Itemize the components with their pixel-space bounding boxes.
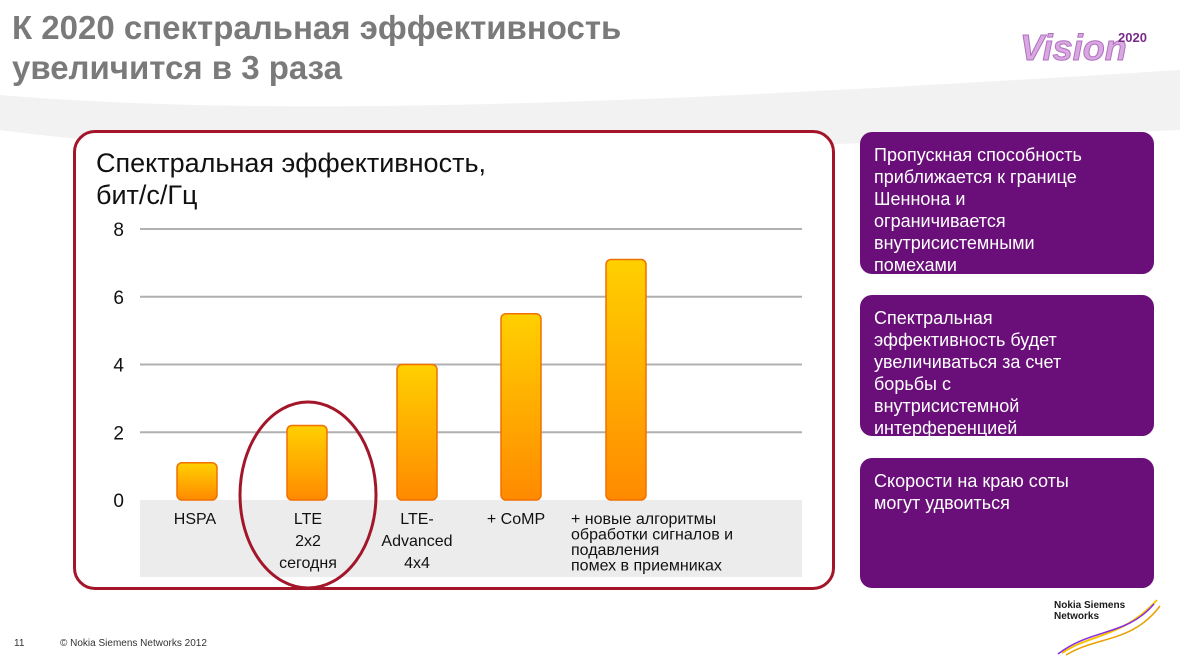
x-category-label: Advanced: [381, 533, 452, 550]
bar: [176, 461, 218, 501]
y-tick-label: 2: [113, 423, 124, 444]
copyright: © Nokia Siemens Networks 2012: [60, 638, 207, 649]
info-box-line: внутрисистемной: [874, 396, 1020, 416]
y-tick-label: 4: [113, 356, 124, 377]
nsn-line2: Networks: [1054, 611, 1100, 622]
slide-title: К 2020 спектральная эффективность увелич…: [12, 8, 812, 88]
x-category-label: подавления: [571, 542, 659, 559]
y-tick-label: 6: [113, 288, 124, 309]
info-box-line: помехами: [874, 255, 957, 274]
x-category-label: LTE: [294, 511, 322, 528]
x-category-label: 2x2: [295, 533, 321, 550]
bar: [396, 363, 438, 501]
info-box-line: ограничивается: [874, 211, 1006, 231]
info-box-line: Скорости на краю соты: [874, 471, 1069, 491]
bar: [605, 258, 647, 501]
x-category-label: LTE-: [400, 511, 433, 528]
x-category-label: + CoMP: [487, 511, 545, 528]
x-category-label: + новые алгоритмы: [571, 511, 716, 528]
info-box-spectral: Спектральная эффективность будет увеличива…: [860, 295, 1154, 436]
info-box-line: увеличиваться за счет: [874, 352, 1062, 372]
y-tick-label: 8: [113, 220, 124, 241]
chart-title: Спектральная эффективность, бит/с/Гц: [96, 148, 487, 210]
slide-title-line1: К 2020 спектральная эффективность: [12, 9, 622, 46]
nsn-logo-text: Nokia Siemens Networks: [1054, 600, 1125, 622]
info-box-capacity: Пропускная способность приближается к гра…: [860, 132, 1154, 274]
bar: [500, 312, 542, 501]
info-box-cell-edge: Скорости на краю соты могут удвоиться: [860, 458, 1154, 588]
info-box-line: Пропускная способность: [874, 145, 1082, 165]
info-box-line: внутрисистемными: [874, 233, 1035, 253]
info-box-line: могут удвоиться: [874, 493, 1010, 513]
info-box-line: Спектральная: [874, 308, 993, 328]
page-number: 11: [14, 638, 25, 649]
info-box-line: эффективность будет: [874, 330, 1057, 350]
vision-2020-logo: Vision 2020: [1020, 27, 1147, 69]
slide-title-line2: увеличится в 3 раза: [12, 49, 342, 86]
x-category-label: HSPA: [174, 511, 217, 528]
nsn-logo-swoosh: [1057, 599, 1161, 656]
vision-logo-year: 2020: [1118, 30, 1147, 45]
x-category-label: обработки сигналов и: [571, 527, 733, 544]
x-category-label: помех в приемниках: [571, 558, 722, 575]
x-category-label: сегодня: [279, 555, 337, 572]
info-box-line: Шеннона и: [874, 189, 966, 209]
bar: [286, 424, 328, 501]
highlight-circle: [238, 400, 378, 590]
info-box-line: приближается к границе: [874, 167, 1077, 187]
y-tick-label: 0: [113, 491, 124, 512]
info-box-line: интерференцией: [874, 418, 1018, 436]
nsn-line1: Nokia Siemens: [1054, 600, 1126, 611]
info-box-line: борьбы с: [874, 374, 951, 394]
category-band: [140, 500, 802, 577]
x-category-label: 4x4: [404, 555, 430, 572]
vision-logo-text: Vision: [1020, 27, 1127, 68]
